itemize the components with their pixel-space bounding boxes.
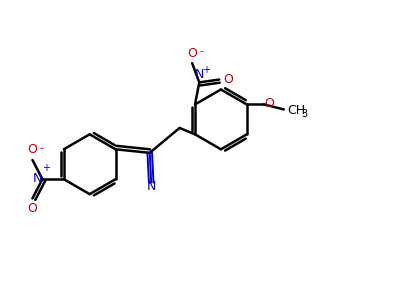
Text: O: O: [264, 97, 274, 110]
Text: +: +: [202, 65, 210, 75]
Text: -: -: [200, 46, 204, 56]
Text: CH: CH: [287, 104, 306, 117]
Text: O: O: [187, 46, 197, 60]
Text: O: O: [28, 143, 37, 156]
Text: O: O: [224, 73, 233, 86]
Text: 3: 3: [301, 109, 307, 119]
Text: N: N: [32, 172, 42, 185]
Text: O: O: [28, 202, 37, 215]
Text: N: N: [195, 68, 204, 81]
Text: +: +: [42, 163, 50, 173]
Text: N: N: [147, 181, 156, 194]
Text: -: -: [39, 143, 43, 153]
